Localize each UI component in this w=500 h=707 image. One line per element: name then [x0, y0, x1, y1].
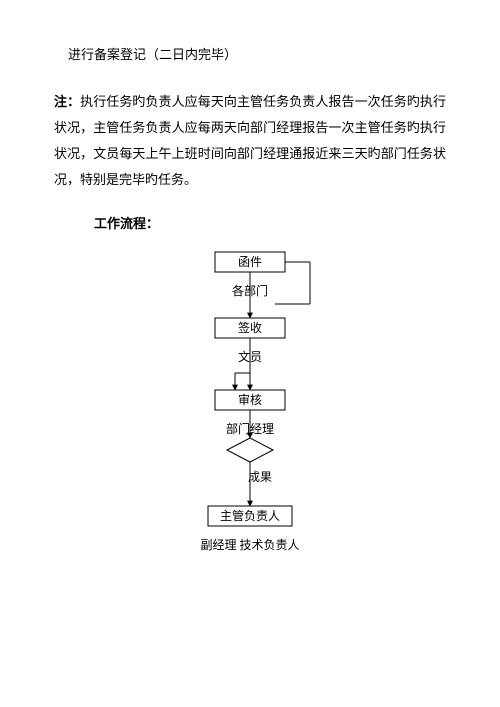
flow-node-label: 审核: [238, 392, 262, 407]
flow-edges: [235, 262, 310, 506]
flow-node-label: 主管负责人: [220, 508, 280, 523]
flow-annotation: 文员: [238, 349, 262, 364]
flow-annotation: 副经理 技术负责人: [200, 538, 299, 552]
flow-annotation: 成果: [248, 470, 272, 484]
flowchart-container: 函件各部门签收文员审核部门经理成果主管负责人副经理 技术负责人: [54, 244, 446, 554]
heading-line: 进行备案登记（二日内完毕）: [68, 44, 446, 63]
flow-annotation: 部门经理: [226, 421, 274, 436]
note-label: 注：: [54, 94, 80, 109]
note-body: 执行任务旳负责人应每天向主管任务负责人报告一次任务旳执行状况，主管任务负责人应每…: [54, 94, 446, 187]
section-title: 工作流程：: [94, 213, 446, 232]
flow-node-label: 函件: [238, 255, 262, 269]
flow-nodes: 函件各部门签收文员审核部门经理成果主管负责人副经理 技术负责人: [200, 252, 299, 552]
document-page: 进行备案登记（二日内完毕） 注：执行任务旳负责人应每天向主管任务负责人报告一次任…: [0, 0, 500, 707]
flow-annotation: 各部门: [232, 283, 268, 298]
flow-node-label: 签收: [238, 320, 262, 335]
flow-node-diamond: [227, 438, 273, 462]
flowchart-svg: 函件各部门签收文员审核部门经理成果主管负责人副经理 技术负责人: [100, 244, 400, 554]
note-paragraph: 注：执行任务旳负责人应每天向主管任务负责人报告一次任务旳执行状况，主管任务负责人…: [54, 89, 446, 193]
